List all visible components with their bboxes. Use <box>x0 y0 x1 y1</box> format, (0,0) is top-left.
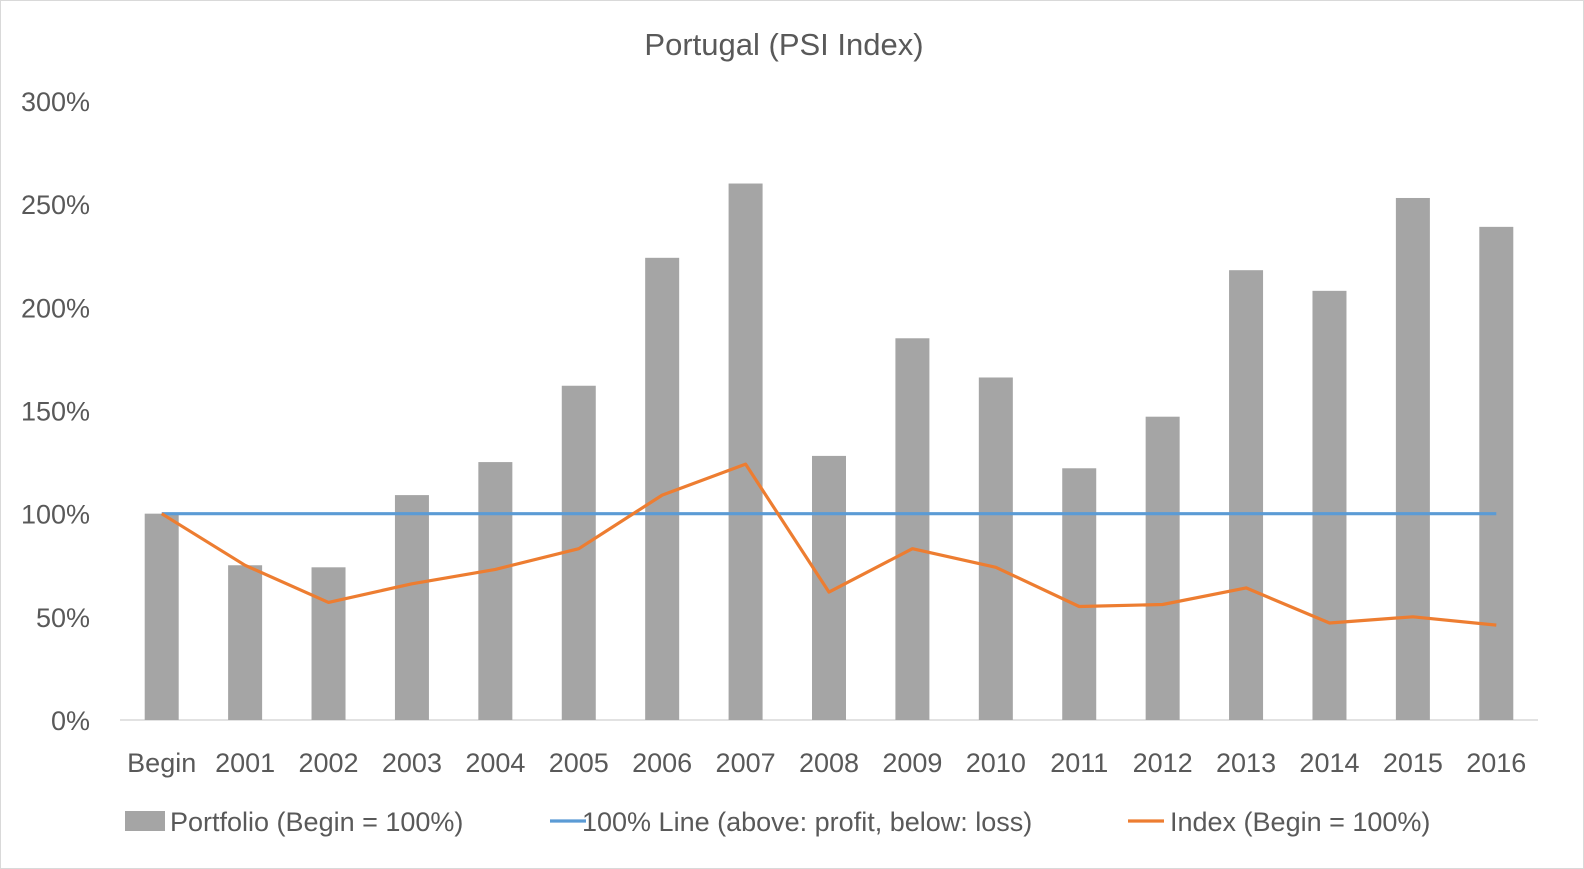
bar-2010 <box>978 377 1013 720</box>
legend-label: Portfolio (Begin = 100%) <box>170 807 463 837</box>
x-tick-label: 2008 <box>799 748 859 778</box>
bar-2003 <box>394 495 429 720</box>
bar-2007 <box>728 183 763 721</box>
bar-2001 <box>228 565 263 720</box>
x-tick-label: 2002 <box>298 748 358 778</box>
x-axis-ticks: Begin 2001 2002 2003 2004 2005 2006 2007 2008 200… <box>127 748 1526 778</box>
bar-2008 <box>812 455 846 720</box>
x-tick-label: 2013 <box>1216 748 1276 778</box>
bar-2004 <box>478 462 513 720</box>
x-tick-label: 2001 <box>215 748 275 778</box>
index-line <box>160 462 1497 627</box>
y-tick-label: 100% <box>21 500 90 530</box>
bar-begin <box>144 513 179 720</box>
legend-swatch-portfolio <box>125 811 165 831</box>
x-tick-label: 2011 <box>1050 748 1108 778</box>
bar-2012 <box>1145 416 1180 720</box>
bar-2014 <box>1312 290 1347 720</box>
x-tick-label: 2007 <box>716 748 776 778</box>
series-lines <box>160 462 1497 627</box>
x-tick-label: Begin <box>127 748 196 778</box>
x-tick-label: 2012 <box>1133 748 1193 778</box>
x-tick-label: 2004 <box>465 748 525 778</box>
bar-2015 <box>1395 197 1430 720</box>
x-tick-label: 2010 <box>966 748 1026 778</box>
legend-label: Index (Begin = 100%) <box>1170 807 1430 837</box>
bar-2009 <box>895 338 930 720</box>
y-tick-label: 200% <box>21 293 90 323</box>
y-tick-label: 0% <box>51 706 90 736</box>
bar-2016 <box>1479 226 1514 720</box>
portfolio-bars <box>144 183 1514 721</box>
chart-title: Portugal (PSI Index) <box>644 27 923 62</box>
y-axis-ticks: 0% 50% 100% 150% 200% 250% 300% <box>21 87 90 736</box>
bar-2011 <box>1062 468 1097 720</box>
bar-2006 <box>645 257 680 720</box>
x-tick-label: 2009 <box>882 748 942 778</box>
legend-label: 100% Line (above: profit, below: loss) <box>582 807 1032 837</box>
y-tick-label: 300% <box>21 87 90 117</box>
bar-2002 <box>311 567 346 720</box>
x-tick-label: 2015 <box>1383 748 1443 778</box>
y-tick-label: 50% <box>36 603 90 633</box>
x-tick-label: 2003 <box>382 748 442 778</box>
y-tick-label: 250% <box>21 190 90 220</box>
x-tick-label: 2006 <box>632 748 692 778</box>
x-tick-label: 2016 <box>1466 748 1526 778</box>
bar-2013 <box>1229 270 1264 720</box>
x-tick-label: 2005 <box>549 748 609 778</box>
legend: Portfolio (Begin = 100%) 100% Line (above… <box>125 807 1430 837</box>
y-tick-label: 150% <box>21 397 90 427</box>
x-tick-label: 2014 <box>1299 748 1359 778</box>
